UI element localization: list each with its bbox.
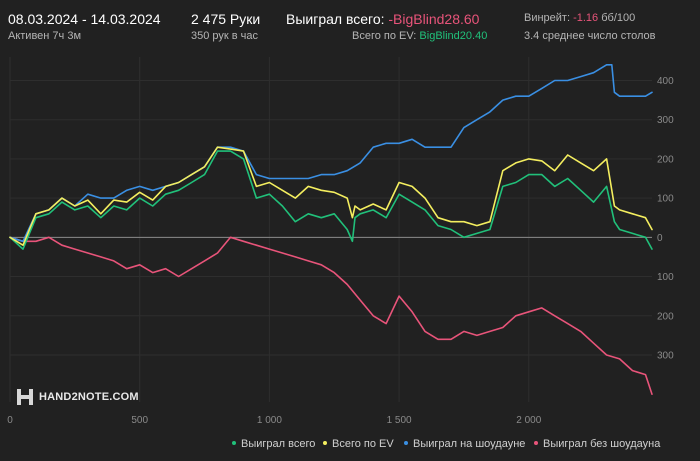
y-tick-label: 200: [657, 311, 674, 322]
legend-marker-ev: [323, 441, 327, 446]
hands-rate: 350 рук в час: [191, 30, 259, 42]
x-tick-label: 1 500: [387, 415, 412, 426]
x-tick-label: 2 000: [516, 415, 541, 426]
legend-item-showdown[interactable]: Выиграл на шоудауне: [404, 438, 525, 450]
won-total: Выиграл всего: -BigBlind28.60: [286, 11, 479, 27]
winrate-value: -1.16: [573, 12, 599, 24]
y-tick-label: 100: [657, 272, 674, 283]
y-tick-label: 300: [657, 115, 674, 126]
legend-label-ev: Всего по EV: [332, 438, 394, 450]
ev-label: Всего по EV:: [352, 30, 417, 42]
x-axis: 0 500 1 000 1 500 2 000: [7, 415, 542, 426]
y-tick-label: 200: [657, 154, 674, 165]
series-line-won: [9, 150, 653, 250]
legend-label-won: Выиграл всего: [241, 438, 316, 450]
x-tick-label: 500: [131, 415, 148, 426]
hand2note-logo: HAND2NOTE.COM: [16, 388, 139, 406]
x-tick-label: 1 000: [257, 415, 282, 426]
winrate: Винрейт: -1.16 бб/100: [524, 12, 635, 24]
series-line-ev: [9, 146, 653, 246]
y-tick-label: 100: [657, 194, 674, 205]
hands-count: 2 475 Руки: [191, 11, 261, 27]
legend-marker-won: [232, 441, 236, 446]
won-total-label: Выиграл всего:: [286, 11, 385, 27]
x-tick-label: 0: [7, 415, 13, 426]
won-total-value: -BigBlind28.60: [388, 11, 480, 27]
active-time: Активен 7ч 3м: [8, 30, 82, 42]
winrate-unit: бб/100: [601, 12, 636, 24]
legend-label-showdown: Выиграл на шоудауне: [413, 438, 526, 450]
winrate-label: Винрейт:: [524, 12, 571, 24]
y-tick-label: 300: [657, 350, 674, 361]
hand2note-logo-text: HAND2NOTE.COM: [39, 391, 139, 403]
chart-grid: [9, 57, 652, 402]
series-line-non-showdown: [9, 236, 653, 396]
legend-marker-showdown: [404, 441, 408, 446]
legend-label-non-showdown: Выиграл без шоудауна: [543, 438, 661, 450]
date-range: 08.03.2024 - 14.03.2024: [8, 11, 161, 27]
hand2note-logo-icon: [16, 388, 34, 406]
legend-marker-non-showdown: [534, 441, 538, 446]
y-tick-label: 0: [657, 233, 663, 244]
y-axis: 400 300 200 100 0 100 200 300: [657, 76, 674, 361]
y-tick-label: 400: [657, 76, 674, 87]
ev-total: Всего по EV: BigBlind20.40: [352, 30, 487, 42]
legend-item-ev[interactable]: Всего по EV: [323, 438, 394, 450]
series-line-showdown: [9, 64, 653, 243]
legend-item-won[interactable]: Выиграл всего: [232, 438, 315, 450]
avg-tables: 3.4 среднее число столов: [524, 30, 656, 42]
chart-series: [9, 64, 653, 396]
legend-item-non-showdown[interactable]: Выиграл без шоудауна: [534, 438, 660, 450]
ev-value: BigBlind20.40: [419, 30, 488, 42]
